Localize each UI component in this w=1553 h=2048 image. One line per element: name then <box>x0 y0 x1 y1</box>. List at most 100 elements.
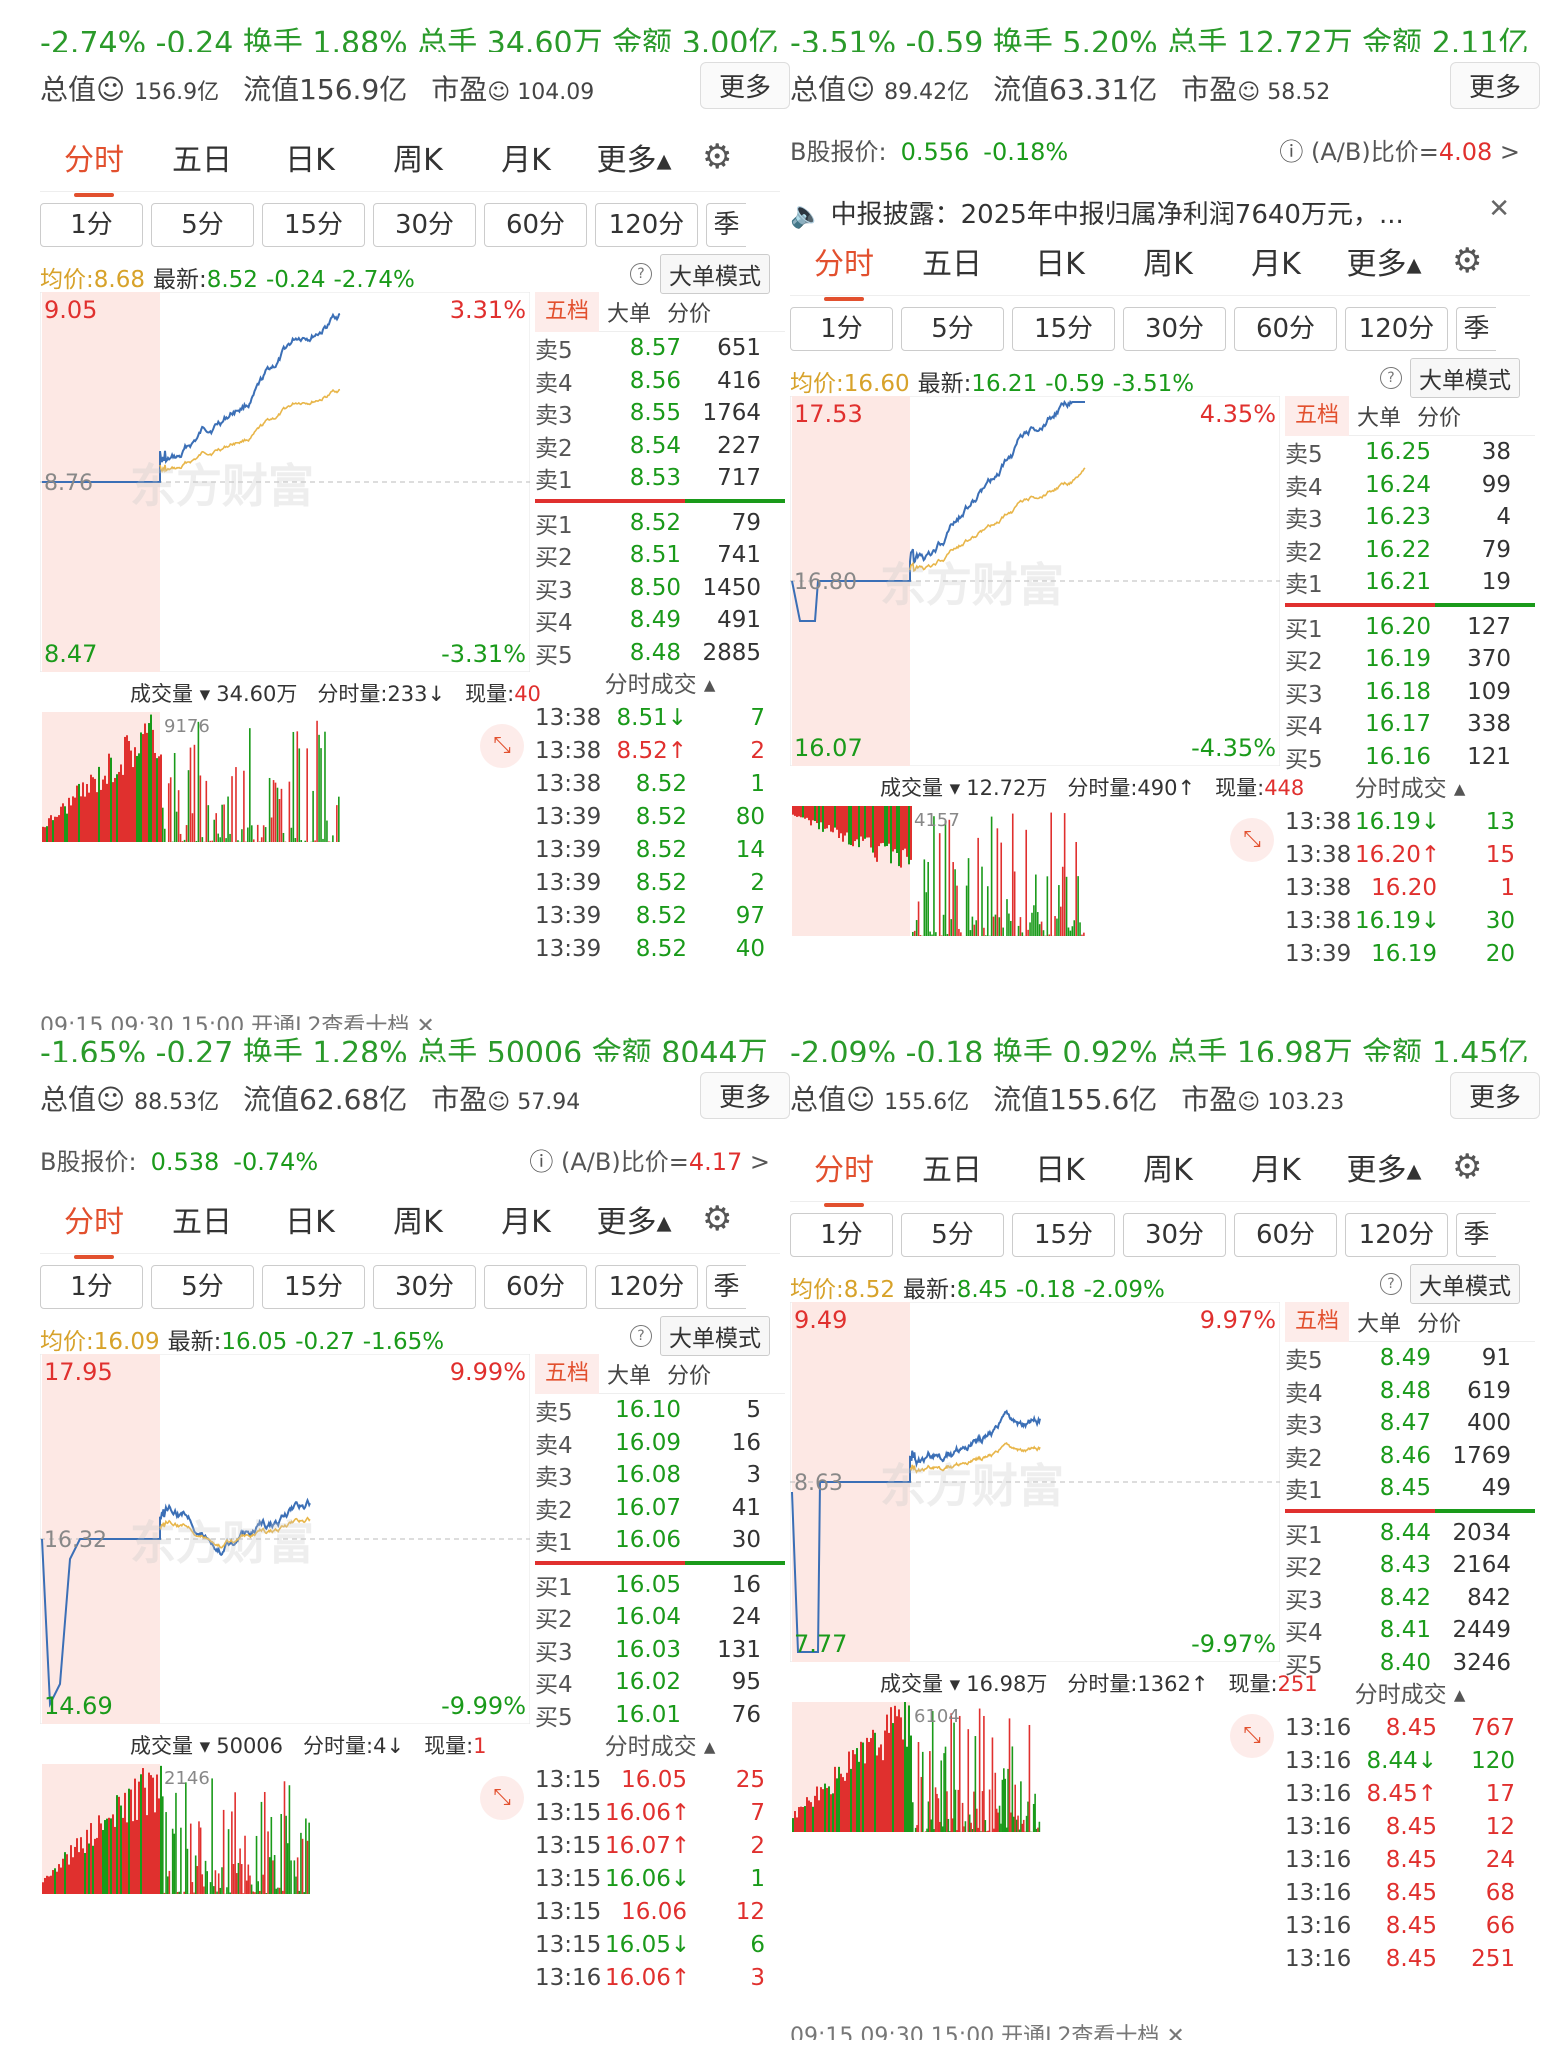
tab-0[interactable]: 分时 <box>790 239 898 301</box>
ob-tab-2[interactable]: 分价 <box>666 301 711 327</box>
period-0[interactable]: 1分 <box>790 1213 893 1257</box>
ab-ratio[interactable]: ⓘ (A/B)比价=4.17 > <box>529 1142 770 1177</box>
ob-tab-1[interactable]: 大单 <box>606 1363 651 1389</box>
period-6[interactable]: 季 <box>706 203 746 247</box>
volume-chart[interactable]: 9176 <box>40 712 530 842</box>
tab-5[interactable]: 更多▴ <box>1346 246 1422 282</box>
more-button[interactable]: 更多 <box>1449 62 1540 109</box>
big-order-mode-button[interactable]: 大单模式 <box>660 1316 770 1356</box>
tab-0[interactable]: 分时 <box>40 135 148 197</box>
volume-select[interactable]: 成交量 ▾ 34.60万 <box>130 678 297 708</box>
tab-2[interactable]: 日K <box>1035 246 1085 282</box>
b-share-quote[interactable]: B股报价: 0.538 -0.74% ⓘ (A/B)比价=4.17 > <box>40 1142 780 1177</box>
volume-chart[interactable]: 6104 <box>790 1702 1280 1832</box>
tab-2[interactable]: 日K <box>285 1204 335 1240</box>
tab-1[interactable]: 五日 <box>172 1204 232 1240</box>
period-0[interactable]: 1分 <box>40 203 143 247</box>
ab-ratio[interactable]: ⓘ (A/B)比价=4.08 > <box>1279 132 1520 167</box>
period-1[interactable]: 5分 <box>901 1213 1004 1257</box>
tab-3[interactable]: 周K <box>393 1204 443 1240</box>
intraday-chart[interactable]: 东方财富 17.53 16.07 4.35% -4.35% 16.80 <box>790 396 1280 766</box>
ob-tab-2[interactable]: 分价 <box>1416 1311 1461 1337</box>
period-5[interactable]: 120分 <box>595 1265 698 1309</box>
tab-1[interactable]: 五日 <box>172 142 232 178</box>
period-6[interactable]: 季 <box>706 1265 746 1309</box>
ob-tab-1[interactable]: 大单 <box>606 301 651 327</box>
gear-icon[interactable]: ⚙ <box>1452 240 1483 281</box>
period-6[interactable]: 季 <box>1456 1213 1496 1257</box>
period-5[interactable]: 120分 <box>595 203 698 247</box>
tab-3[interactable]: 周K <box>1143 1152 1193 1188</box>
tab-0[interactable]: 分时 <box>40 1197 148 1259</box>
ob-tab-1[interactable]: 大单 <box>1356 405 1401 431</box>
period-1[interactable]: 5分 <box>151 1265 254 1309</box>
tab-1[interactable]: 五日 <box>922 246 982 282</box>
gear-icon[interactable]: ⚙ <box>702 136 733 177</box>
period-5[interactable]: 120分 <box>1345 307 1448 351</box>
period-1[interactable]: 5分 <box>901 307 1004 351</box>
period-3[interactable]: 30分 <box>1123 307 1226 351</box>
period-0[interactable]: 1分 <box>790 307 893 351</box>
tab-2[interactable]: 日K <box>1035 1152 1085 1188</box>
b-share-quote[interactable]: B股报价: 0.556 -0.18% ⓘ (A/B)比价=4.08 > <box>790 132 1530 167</box>
tab-5[interactable]: 更多▴ <box>596 1204 672 1240</box>
more-button[interactable]: 更多 <box>699 1072 790 1119</box>
volume-chart[interactable]: 4157 <box>790 806 1280 936</box>
ob-tab-0[interactable]: 五档 <box>1285 395 1349 436</box>
big-order-mode-button[interactable]: 大单模式 <box>1410 358 1520 398</box>
period-0[interactable]: 1分 <box>40 1265 143 1309</box>
tab-1[interactable]: 五日 <box>922 1152 982 1188</box>
period-2[interactable]: 15分 <box>1012 1213 1115 1257</box>
expand-icon[interactable]: ⤡ <box>1230 818 1274 862</box>
gear-icon[interactable]: ⚙ <box>1452 1146 1483 1187</box>
ob-tab-2[interactable]: 分价 <box>666 1363 711 1389</box>
ob-tab-2[interactable]: 分价 <box>1416 405 1461 431</box>
big-order-mode[interactable]: ? 大单模式 <box>1380 358 1520 398</box>
tab-3[interactable]: 周K <box>393 142 443 178</box>
period-1[interactable]: 5分 <box>151 203 254 247</box>
period-2[interactable]: 15分 <box>262 203 365 247</box>
volume-select[interactable]: 成交量 ▾ 12.72万 <box>880 772 1047 802</box>
period-2[interactable]: 15分 <box>262 1265 365 1309</box>
tab-4[interactable]: 月K <box>501 1204 551 1240</box>
report-notice[interactable]: 🔈 中报披露：2025年中报归属净利润7640万元，... ✕ <box>790 194 1530 231</box>
intraday-chart[interactable]: 东方财富 9.49 7.77 9.97% -9.97% 8.63 <box>790 1302 1280 1662</box>
big-order-mode-button[interactable]: 大单模式 <box>660 254 770 294</box>
period-4[interactable]: 60分 <box>1234 307 1337 351</box>
period-4[interactable]: 60分 <box>484 1265 587 1309</box>
period-4[interactable]: 60分 <box>1234 1213 1337 1257</box>
trades-header[interactable]: 分时成交 ▴ <box>604 1734 716 1760</box>
period-3[interactable]: 30分 <box>373 1265 476 1309</box>
ob-tab-0[interactable]: 五档 <box>535 291 599 332</box>
ob-tab-0[interactable]: 五档 <box>535 1353 599 1394</box>
gear-icon[interactable]: ⚙ <box>702 1198 733 1239</box>
volume-select[interactable]: 成交量 ▾ 16.98万 <box>880 1668 1047 1698</box>
tab-4[interactable]: 月K <box>1251 1152 1301 1188</box>
expand-icon[interactable]: ⤡ <box>1230 1714 1274 1758</box>
trades-header[interactable]: 分时成交 ▴ <box>1354 1682 1466 1708</box>
intraday-chart[interactable]: 东方财富 9.05 8.47 3.31% -3.31% 8.76 <box>40 292 530 672</box>
tab-4[interactable]: 月K <box>1251 246 1301 282</box>
tab-5[interactable]: 更多▴ <box>596 142 672 178</box>
big-order-mode[interactable]: ? 大单模式 <box>630 1316 770 1356</box>
trades-header[interactable]: 分时成交 ▴ <box>1354 776 1466 802</box>
tab-0[interactable]: 分时 <box>790 1145 898 1207</box>
intraday-chart[interactable]: 东方财富 17.95 14.69 9.99% -9.99% 16.32 <box>40 1354 530 1724</box>
trades-header[interactable]: 分时成交 ▴ <box>604 672 716 698</box>
more-button[interactable]: 更多 <box>699 62 790 109</box>
period-3[interactable]: 30分 <box>373 203 476 247</box>
big-order-mode[interactable]: ? 大单模式 <box>1380 1264 1520 1304</box>
tab-2[interactable]: 日K <box>285 142 335 178</box>
period-3[interactable]: 30分 <box>1123 1213 1226 1257</box>
tab-5[interactable]: 更多▴ <box>1346 1152 1422 1188</box>
ob-tab-1[interactable]: 大单 <box>1356 1311 1401 1337</box>
tab-4[interactable]: 月K <box>501 142 551 178</box>
close-icon[interactable]: ✕ <box>1488 194 1510 224</box>
volume-select[interactable]: 成交量 ▾ 50006 <box>130 1730 283 1760</box>
big-order-mode[interactable]: ? 大单模式 <box>630 254 770 294</box>
expand-icon[interactable]: ⤡ <box>480 724 524 768</box>
tab-3[interactable]: 周K <box>1143 246 1193 282</box>
period-6[interactable]: 季 <box>1456 307 1496 351</box>
expand-icon[interactable]: ⤡ <box>480 1776 524 1820</box>
period-2[interactable]: 15分 <box>1012 307 1115 351</box>
